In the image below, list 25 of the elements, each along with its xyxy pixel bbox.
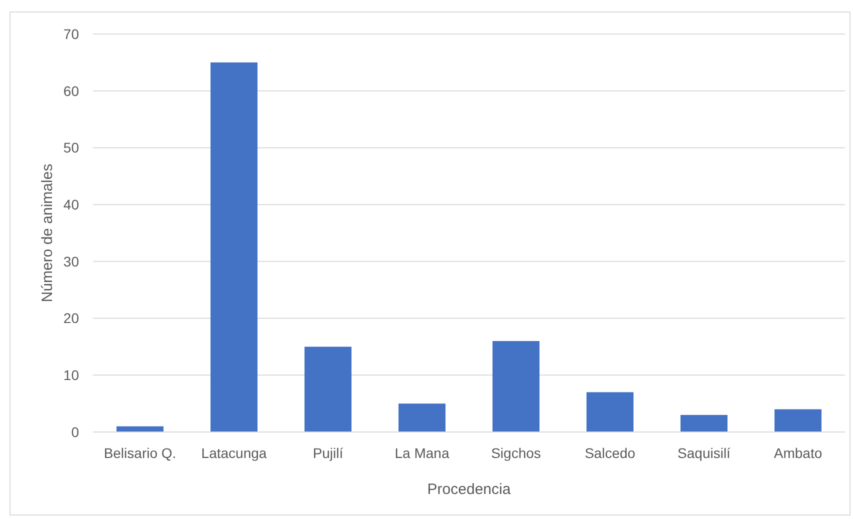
x-tick-label: Latacunga xyxy=(201,445,267,461)
bar xyxy=(304,346,352,432)
bar xyxy=(398,404,446,432)
x-tick-label: Ambato xyxy=(774,445,822,461)
y-tick-label: 70 xyxy=(63,26,80,42)
y-tick-label: 10 xyxy=(63,367,80,384)
bar xyxy=(774,409,822,432)
x-tick-label: Belisario Q. xyxy=(104,445,176,461)
bar xyxy=(210,62,258,432)
y-tick-label: 60 xyxy=(63,82,80,99)
bar xyxy=(586,392,634,432)
x-tick-label: Salcedo xyxy=(584,445,636,461)
y-axis-title: Número de animales xyxy=(39,164,56,302)
x-tick-label: Sigchos xyxy=(491,445,541,461)
y-tick-label: 0 xyxy=(71,424,80,440)
x-tick-label: Pujilí xyxy=(312,445,344,461)
bar xyxy=(492,341,540,432)
y-tick-label: 20 xyxy=(63,310,80,326)
x-axis-title: Procedencia xyxy=(427,481,512,498)
y-tick-label: 50 xyxy=(63,140,80,156)
x-tick-label: Saquisilí xyxy=(678,445,731,461)
bar xyxy=(680,414,728,432)
y-tick-label: 40 xyxy=(63,196,80,212)
x-tick-label: La Mana xyxy=(394,445,450,461)
y-tick-label: 30 xyxy=(63,253,80,270)
